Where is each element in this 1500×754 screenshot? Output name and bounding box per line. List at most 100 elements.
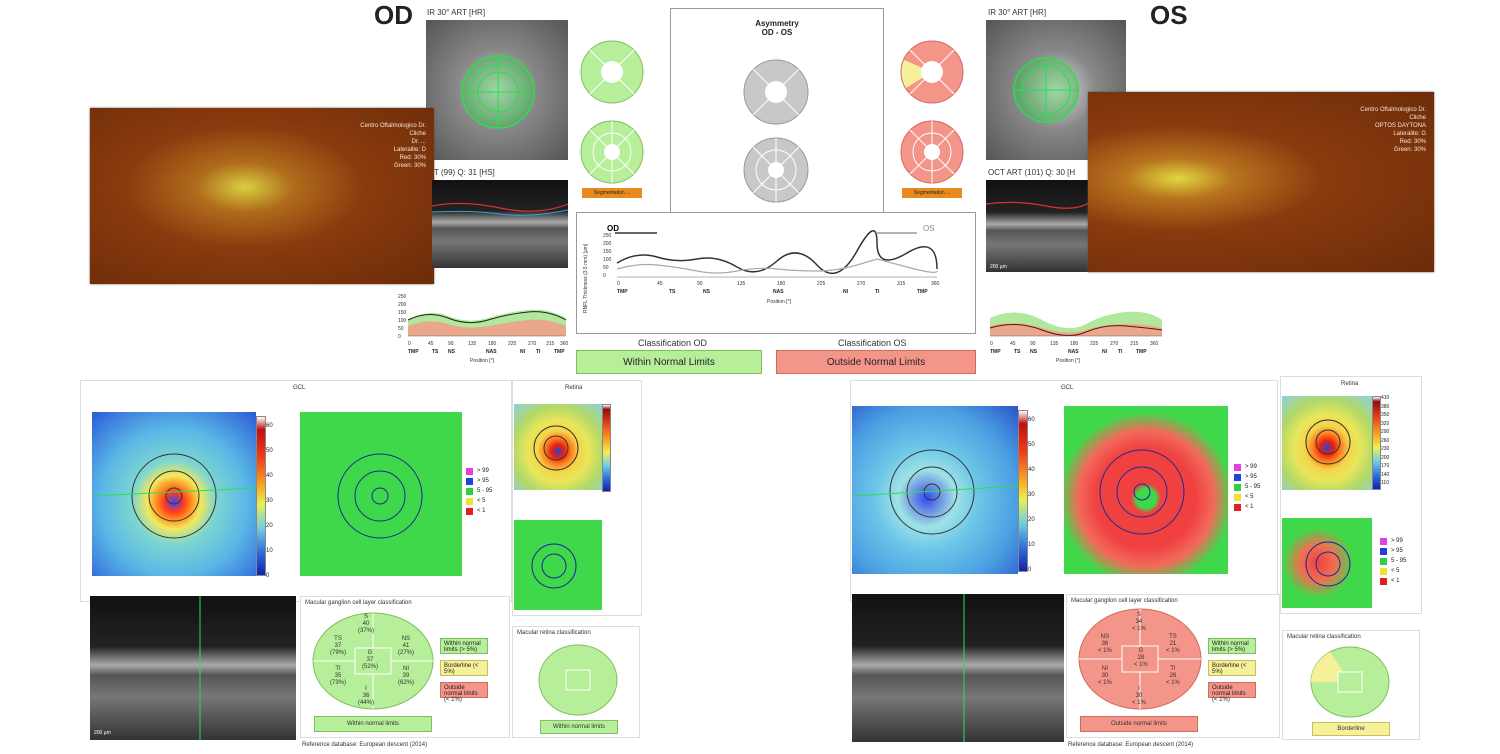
od-retina-colorbar: [602, 404, 611, 492]
svg-text:135: 135: [1050, 341, 1059, 347]
svg-text:TMP: TMP: [990, 349, 1001, 355]
svg-text:NAS: NAS: [1068, 349, 1079, 355]
os-gcl-legend: > 99 > 95 5 - 95 < 5 < 1: [1234, 462, 1260, 512]
svg-text:315: 315: [897, 281, 906, 287]
svg-text:225: 225: [1090, 341, 1099, 347]
svg-text:100: 100: [603, 257, 612, 263]
os-oct-bscan[interactable]: 200 µm: [985, 180, 1091, 272]
od-gcl-colorbar-ticks: 60 50 40 30 20 10 0: [266, 423, 273, 579]
asymmetry-subtitle: OD - OS: [761, 28, 793, 37]
od-sector-ni: NI 39 (62%): [398, 666, 415, 686]
os-legend-borderline: Borderline (< 5%): [1208, 660, 1256, 676]
svg-text:90: 90: [448, 341, 454, 347]
os-gcl-panel: GCL: [850, 380, 1278, 602]
od-retina-ellipse: [538, 644, 618, 716]
svg-text:225: 225: [508, 341, 517, 347]
svg-text:TS: TS: [1014, 349, 1021, 355]
od-retina-deviation-map[interactable]: [514, 520, 602, 610]
od-gcl-legend: > 99 > 95 5 - 95 < 5 < 1: [466, 466, 492, 516]
os-sector-i: I 30 < 1%: [1132, 686, 1146, 706]
od-legend-outside: Outside normal limits (< 1%): [440, 682, 488, 703]
svg-text:45: 45: [428, 341, 434, 347]
os-macula-bscan[interactable]: [852, 594, 1064, 742]
od-ytick-200: 200: [398, 302, 407, 308]
asymmetry-xlabel: Position [°]: [767, 299, 792, 305]
asymmetry-title: Asymmetry: [755, 19, 799, 28]
os-gcl-colorbar: [1018, 410, 1028, 572]
svg-text:0: 0: [990, 341, 993, 347]
od-profile-yticks: 250 200 150 100 50 0: [398, 294, 407, 340]
od-sector-ns: NS 41 (27%): [398, 636, 415, 656]
svg-text:NI: NI: [1102, 349, 1108, 355]
os-gcl-deviation-map[interactable]: [1064, 406, 1228, 574]
os-gcl-thickness-map[interactable]: [851, 406, 1019, 574]
os-gcl-ellipse: [1078, 608, 1202, 710]
od-profile-zones: TMP TS NS NAS NI TI TMP: [408, 349, 565, 355]
od-ytick-0: 0: [398, 334, 401, 340]
od-oct-bscan[interactable]: [431, 180, 569, 268]
od-profile-xticks: 0 45 90 135 180 225 270 315 360: [408, 341, 569, 347]
os-rnfl-sector-chart-detailed: [900, 120, 964, 184]
od-fundus-info: Centro Oftalmologico Dr. Cliche Dr. ... …: [360, 123, 426, 169]
od-sector-g: G 37 (52%): [362, 650, 379, 670]
svg-text:TI: TI: [875, 289, 880, 295]
os-fundus-info: Centro Oftalmologico Dr. Cliche OPTOS DA…: [1360, 107, 1426, 153]
svg-text:0: 0: [603, 273, 606, 279]
od-sector-s: S 40 (37%): [358, 614, 375, 634]
od-rnfl-profile-chart: RNFL Thickness [µm] 250 200 150 100 50 0…: [358, 285, 569, 370]
svg-text:Position [°]: Position [°]: [1056, 358, 1081, 364]
od-retina-thickness-map[interactable]: [514, 404, 602, 490]
os-sector-ni: NI 30 < 1%: [1098, 666, 1112, 686]
od-warning-banner: Segmentation ...: [582, 188, 642, 198]
od-oct-title: T (99) Q: 31 [HS]: [434, 168, 495, 177]
os-retina-deviation-map[interactable]: [1282, 518, 1372, 608]
svg-text:150: 150: [603, 249, 612, 255]
od-gcl-thickness-map[interactable]: [91, 412, 257, 576]
od-macula-bscan[interactable]: 200 µm: [90, 596, 296, 740]
asymmetry-yticks: 250 200 150 100 50 0: [603, 233, 612, 279]
od-ref-db: Reference database: European descent (20…: [302, 742, 428, 748]
od-ir-image[interactable]: [426, 20, 568, 160]
svg-text:TMP: TMP: [917, 289, 928, 295]
od-retina-title: Retina: [565, 385, 583, 391]
od-profile-xlabel: Position [°]: [470, 358, 495, 364]
os-sector-ti: TI 28 < 1%: [1166, 666, 1180, 686]
classification-os-result: Outside Normal Limits: [776, 350, 976, 374]
asymmetry-zones: TMP TS NS NAS NI TI TMP: [617, 289, 928, 295]
svg-text:TMP: TMP: [617, 289, 628, 295]
od-gcl-deviation-map[interactable]: [300, 412, 462, 576]
os-sector-g: G 28 < 1%: [1134, 648, 1148, 668]
od-ir-title: IR 30° ART [HR]: [427, 8, 486, 17]
svg-text:360: 360: [1150, 341, 1159, 347]
os-fundus-photo[interactable]: Centro Oftalmologico Dr. Cliche OPTOS DA…: [1088, 92, 1434, 272]
svg-text:NS: NS: [703, 289, 711, 295]
os-sector-s: S 34 < 1%: [1132, 612, 1146, 632]
svg-text:50: 50: [603, 265, 609, 271]
os-retina-thickness-map[interactable]: [1282, 396, 1372, 490]
svg-text:180: 180: [777, 281, 786, 287]
os-legend-outside: Outside normal limits (< 1%): [1208, 682, 1256, 703]
od-fundus-photo[interactable]: Centro Oftalmologico Dr. Cliche Dr. ... …: [90, 108, 434, 284]
svg-text:270: 270: [528, 341, 537, 347]
od-ytick-250: 250: [398, 294, 407, 300]
svg-text:TI: TI: [536, 349, 541, 355]
asymmetry-sector-chart: [743, 59, 809, 125]
svg-text:180: 180: [488, 341, 497, 347]
svg-text:NI: NI: [520, 349, 526, 355]
os-sector-ts: TS 21 < 1%: [1166, 634, 1180, 654]
os-retina-panel: Retina: [1280, 376, 1422, 614]
asymmetry-sector-chart-detailed: [743, 137, 809, 203]
svg-text:TMP: TMP: [1136, 349, 1147, 355]
os-gcl-result: Outside normal limits: [1080, 716, 1198, 732]
od-gcl-ellipse: [312, 612, 434, 710]
asymmetry-ylabel: RNFL Thickness (3.5 mm) [µm]: [583, 243, 589, 313]
svg-text:NS: NS: [448, 349, 456, 355]
svg-text:TI: TI: [1118, 349, 1123, 355]
os-gcl-title: GCL: [1061, 385, 1074, 391]
classification-os-label: Classification OS: [838, 338, 907, 348]
os-gcl-colorbar-ticks: 60 50 40 30 20 10 0: [1028, 417, 1035, 573]
os-retina-colorbar: [1372, 396, 1381, 490]
svg-text:TMP: TMP: [554, 349, 565, 355]
od-legend-borderline: Borderline (< 5%): [440, 660, 488, 676]
svg-text:0: 0: [408, 341, 411, 347]
